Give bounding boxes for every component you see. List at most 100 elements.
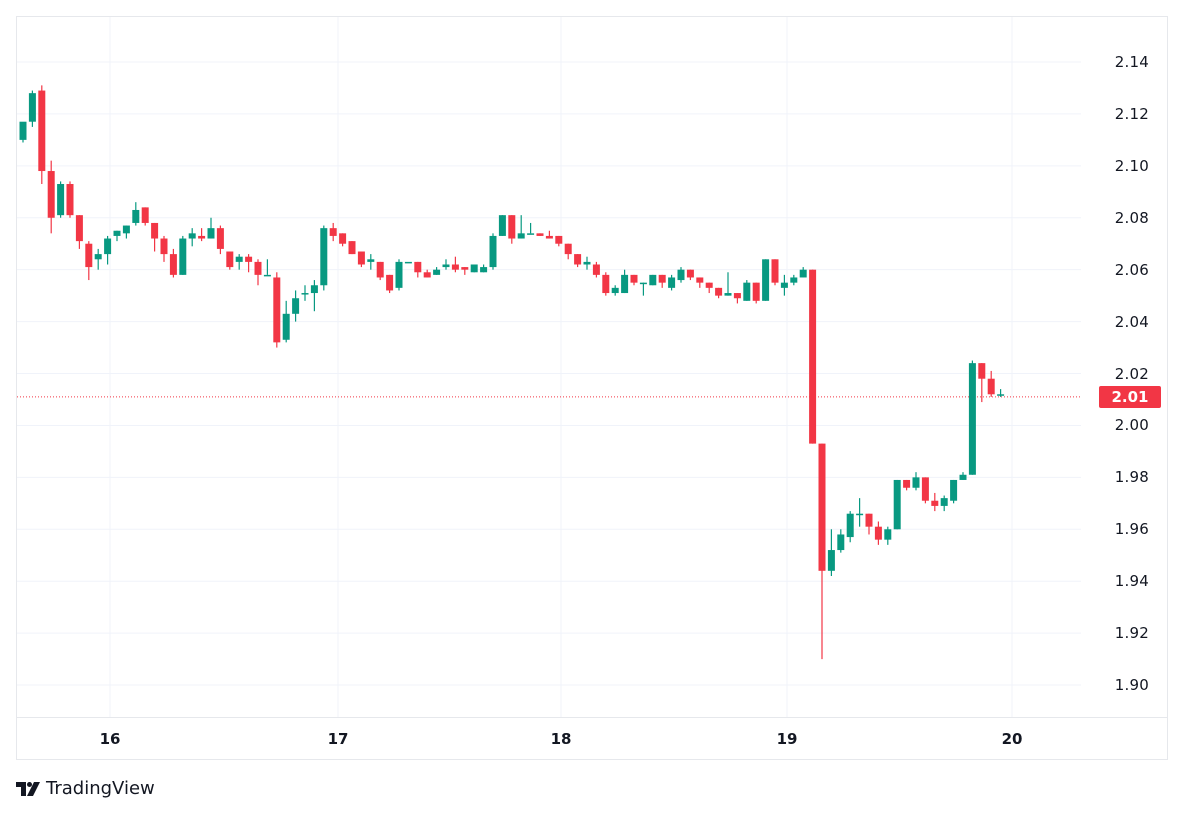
candle[interactable] xyxy=(555,235,563,247)
candle[interactable] xyxy=(517,215,525,239)
candle[interactable] xyxy=(179,235,187,275)
candle[interactable] xyxy=(846,511,854,543)
candle[interactable] xyxy=(263,259,271,277)
candle[interactable] xyxy=(799,267,807,278)
candle[interactable] xyxy=(508,215,516,244)
candle[interactable] xyxy=(921,477,929,504)
candle[interactable] xyxy=(715,287,723,299)
candle[interactable] xyxy=(348,241,356,255)
candle[interactable] xyxy=(47,160,55,234)
candle[interactable] xyxy=(865,513,873,535)
candle[interactable] xyxy=(320,225,328,291)
candle[interactable] xyxy=(122,225,130,239)
candle[interactable] xyxy=(75,215,83,249)
candle[interactable] xyxy=(480,264,488,273)
candle[interactable] xyxy=(423,269,431,278)
candle[interactable] xyxy=(564,243,572,260)
candle[interactable] xyxy=(762,259,770,301)
price-axis[interactable]: 2.14 2.12 2.10 2.08 2.06 2.04 2.02 2.00 1.98 1.96… xyxy=(1081,17,1167,717)
candle[interactable] xyxy=(959,472,967,480)
candle[interactable] xyxy=(489,233,497,270)
candle[interactable] xyxy=(912,472,920,491)
tradingview-logo[interactable]: TradingView xyxy=(16,778,155,799)
candlestick-plot[interactable] xyxy=(17,17,1081,717)
candle[interactable] xyxy=(38,85,46,185)
candle[interactable] xyxy=(780,274,788,296)
candle[interactable] xyxy=(574,254,582,268)
candle[interactable] xyxy=(856,498,864,527)
candle[interactable] xyxy=(28,90,36,127)
candle[interactable] xyxy=(273,272,281,348)
candle[interactable] xyxy=(527,222,535,235)
candle[interactable] xyxy=(254,259,262,286)
candle[interactable] xyxy=(658,274,666,288)
candle[interactable] xyxy=(357,251,365,268)
candle[interactable] xyxy=(639,282,647,296)
candle[interactable] xyxy=(339,233,347,247)
candle[interactable] xyxy=(583,256,591,270)
candle[interactable] xyxy=(442,259,450,270)
candle[interactable] xyxy=(536,233,544,236)
candle[interactable] xyxy=(498,215,506,236)
candle[interactable] xyxy=(752,282,760,304)
candle[interactable] xyxy=(602,272,610,296)
candle[interactable] xyxy=(207,217,215,239)
candle[interactable] xyxy=(809,269,817,444)
candle[interactable] xyxy=(884,526,892,545)
candle[interactable] xyxy=(592,261,600,278)
candle[interactable] xyxy=(169,248,177,278)
time-axis[interactable]: 16 17 18 19 20 xyxy=(17,717,1167,760)
candle[interactable] xyxy=(630,274,638,286)
candle[interactable] xyxy=(940,495,948,512)
candle[interactable] xyxy=(677,267,685,283)
candle[interactable] xyxy=(705,282,713,294)
candle[interactable] xyxy=(151,222,159,252)
candle[interactable] xyxy=(931,492,939,512)
candle[interactable] xyxy=(367,254,375,270)
candle[interactable] xyxy=(545,230,553,239)
candle[interactable] xyxy=(668,274,676,291)
candle[interactable] xyxy=(433,267,441,275)
candle[interactable] xyxy=(235,254,243,270)
candle[interactable] xyxy=(132,202,140,226)
candle[interactable] xyxy=(301,285,309,301)
candle[interactable] xyxy=(282,300,290,343)
candle[interactable] xyxy=(743,280,751,301)
candle[interactable] xyxy=(696,277,704,288)
candle[interactable] xyxy=(827,529,835,577)
candle[interactable] xyxy=(66,181,74,218)
candle[interactable] xyxy=(893,479,901,530)
candle[interactable] xyxy=(818,443,826,660)
candle[interactable] xyxy=(724,272,732,296)
candle[interactable] xyxy=(329,222,337,242)
candle[interactable] xyxy=(414,261,422,278)
candle[interactable] xyxy=(686,269,694,281)
candle[interactable] xyxy=(160,235,168,262)
candle[interactable] xyxy=(733,293,741,304)
candle[interactable] xyxy=(997,389,1005,397)
candle[interactable] xyxy=(19,121,27,143)
candle[interactable] xyxy=(621,269,629,294)
candle[interactable] xyxy=(987,370,995,397)
candle[interactable] xyxy=(216,225,224,255)
candle[interactable] xyxy=(451,256,459,273)
candle[interactable] xyxy=(141,207,149,226)
candle[interactable] xyxy=(395,259,403,291)
candle[interactable] xyxy=(649,274,657,286)
candle[interactable] xyxy=(85,241,93,281)
candle[interactable] xyxy=(198,228,206,242)
candle[interactable] xyxy=(790,274,798,286)
candle[interactable] xyxy=(950,479,958,504)
candle[interactable] xyxy=(874,521,882,545)
candle[interactable] xyxy=(611,285,619,296)
chart-pane[interactable] xyxy=(17,17,1081,717)
candle[interactable] xyxy=(245,254,253,273)
candle[interactable] xyxy=(376,261,384,281)
candle[interactable] xyxy=(968,360,976,475)
candle[interactable] xyxy=(226,251,234,270)
candle[interactable] xyxy=(310,280,318,312)
candle[interactable] xyxy=(404,261,412,264)
candle[interactable] xyxy=(771,259,779,286)
candle[interactable] xyxy=(188,228,196,247)
candle[interactable] xyxy=(903,479,911,491)
